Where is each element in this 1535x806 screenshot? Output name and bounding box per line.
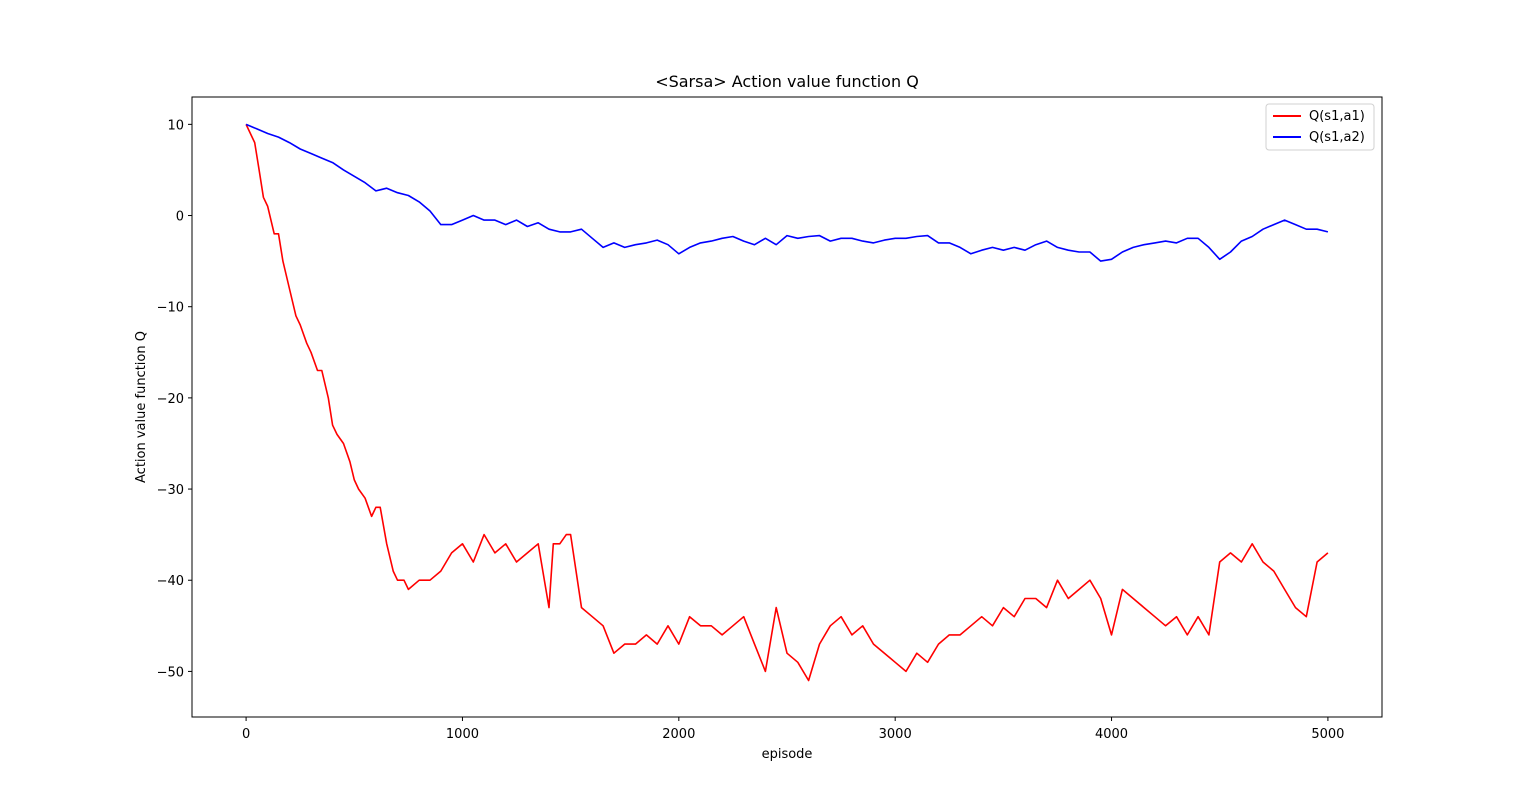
series-line-0 [245, 124, 1329, 682]
y-tick-label: −10 [157, 301, 184, 316]
axes-frame [191, 96, 1383, 718]
y-tick-label: −50 [157, 665, 184, 680]
x-tick-label: 2000 [662, 727, 695, 742]
x-tick-label: 4000 [1095, 727, 1128, 742]
y-tick-label: 0 [176, 210, 184, 225]
x-tick-label: 5000 [1311, 727, 1344, 742]
y-axis-ticks: 10 0 −10 −20 −30 −40 −50 [157, 118, 192, 680]
y-axis-label: Action value function Q [134, 331, 149, 483]
x-axis-label: episode [762, 747, 813, 762]
legend-label-q-s1-a1: Q(s1,a1) [1309, 109, 1365, 124]
legend-label-q-s1-a2: Q(s1,a2) [1309, 130, 1365, 145]
y-tick-label: 10 [167, 118, 184, 133]
chart-title: <Sarsa> Action value function Q [655, 72, 919, 91]
series-line-1 [245, 123, 1329, 262]
x-tick-label: 1000 [446, 727, 479, 742]
legend: Q(s1,a1) Q(s1,a2) [1265, 103, 1375, 151]
y-tick-label: −20 [157, 392, 184, 407]
x-tick-label: 0 [242, 727, 250, 742]
plot-lines [245, 123, 1329, 682]
x-tick-label: 3000 [879, 727, 912, 742]
x-axis-ticks: 0 1000 2000 3000 4000 5000 [242, 717, 1344, 742]
y-tick-label: −30 [157, 483, 184, 498]
y-tick-label: −40 [157, 574, 184, 589]
